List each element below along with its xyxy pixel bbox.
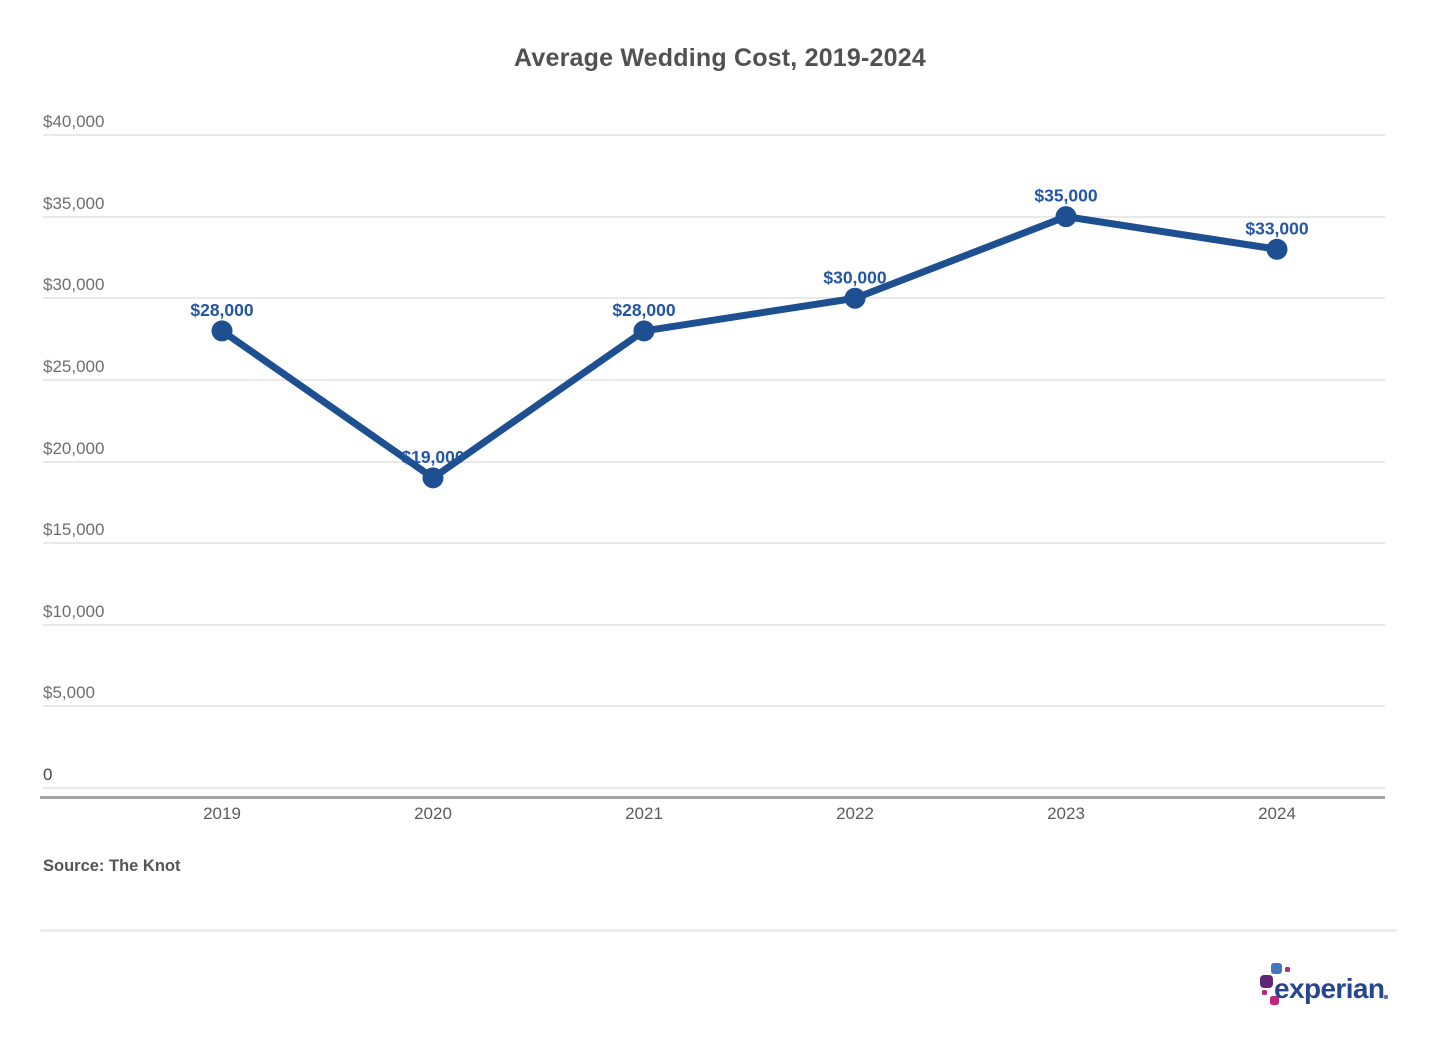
y-tick-label: $40,000 — [43, 112, 105, 131]
data-point-2020 — [422, 467, 444, 489]
x-tick-label: 2021 — [625, 804, 663, 823]
experian-logo-square-magenta-small-top — [1285, 967, 1290, 972]
y-tick-label: $5,000 — [43, 683, 95, 703]
data-point-2019 — [211, 320, 233, 342]
gridline — [43, 297, 1385, 300]
trend-line — [219, 213, 1278, 482]
source-note: Source: The Knot — [43, 857, 181, 875]
point-label-2024: $33,000 — [1245, 218, 1309, 238]
experian-logo-square-purple — [1260, 975, 1273, 988]
gridline — [43, 378, 1385, 381]
gridline — [43, 623, 1385, 626]
experian-logo: experian — [1258, 960, 1408, 1010]
gridline — [43, 542, 1385, 545]
data-point-2021 — [633, 320, 655, 342]
y-tick-label: $20,000 — [43, 438, 105, 458]
y-tick-label: 0 — [43, 765, 53, 784]
gridline — [43, 787, 1385, 789]
footer-divider — [40, 929, 1397, 932]
y-tick-label: $30,000 — [43, 275, 105, 295]
point-label-2021: $28,000 — [612, 300, 676, 320]
experian-logo-square-magenta-small-left — [1262, 990, 1267, 995]
y-tick-label: $15,000 — [43, 520, 105, 540]
x-tick-label: 2022 — [836, 804, 874, 823]
x-tick-label: 2019 — [203, 804, 241, 823]
point-label-2019: $28,000 — [190, 300, 254, 320]
point-label-2023: $35,000 — [1034, 186, 1098, 206]
gridline — [43, 705, 1385, 708]
gridline — [43, 460, 1385, 463]
point-label-2022: $30,000 — [823, 267, 887, 287]
x-tick-label: 2020 — [414, 804, 452, 823]
y-tick-label: $25,000 — [43, 356, 105, 376]
gridline — [43, 215, 1385, 218]
gridline — [43, 134, 1385, 136]
experian-logo-square-magenta-bottom — [1270, 996, 1279, 1005]
point-label-2020: $19,000 — [401, 447, 465, 467]
x-tick-label: 2024 — [1258, 804, 1296, 823]
y-tick-label: $10,000 — [43, 601, 105, 621]
experian-wordmark: experian — [1274, 973, 1385, 1004]
data-point-2024 — [1266, 238, 1288, 260]
data-point-2022 — [844, 287, 866, 309]
chart-title: Average Wedding Cost, 2019-2024 — [514, 44, 926, 72]
experian-trademark-dot — [1384, 995, 1388, 999]
y-tick-label: $35,000 — [43, 193, 105, 213]
x-tick-label: 2023 — [1047, 804, 1085, 823]
x-axis-line — [40, 796, 1385, 799]
data-point-2023 — [1055, 206, 1077, 228]
experian-logo-square-blue — [1271, 963, 1282, 974]
